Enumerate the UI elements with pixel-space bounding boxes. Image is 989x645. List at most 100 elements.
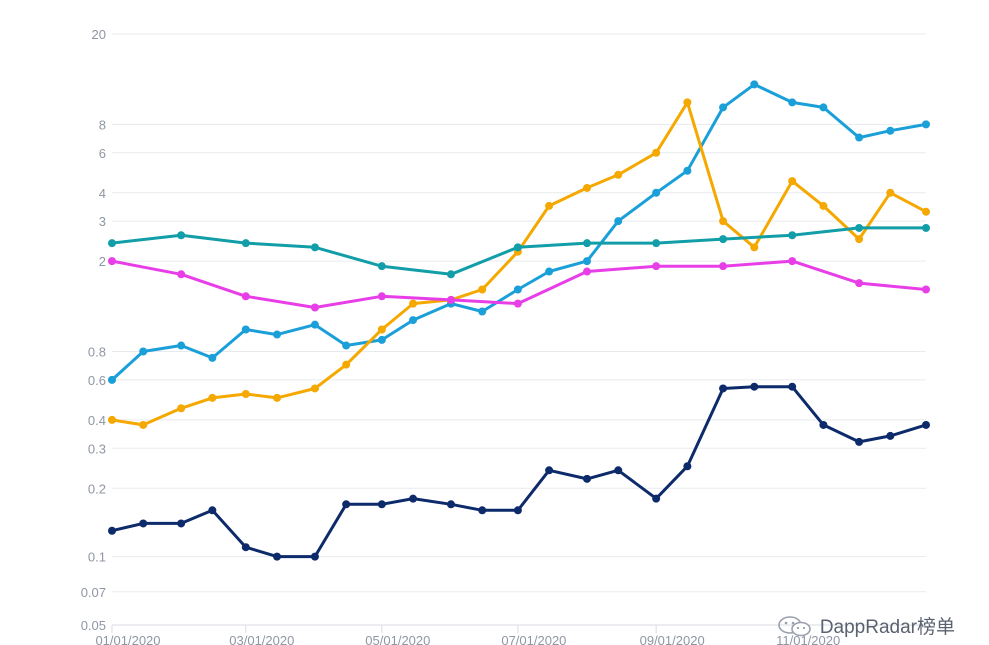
data-point <box>377 292 386 301</box>
y-tick-label: 4 <box>99 186 106 201</box>
data-point <box>788 231 797 240</box>
data-point <box>177 341 186 350</box>
watermark: DappRadar榜单 <box>776 612 955 639</box>
y-axis: 0.05 0.07 0.1 0.2 0.3 0.4 0.6 0.8 2 3 4 6 8 20 <box>81 27 106 633</box>
data-point <box>788 177 797 186</box>
data-point <box>177 519 186 528</box>
data-point <box>855 223 864 232</box>
data-point <box>750 243 759 252</box>
data-point <box>922 207 930 216</box>
data-point <box>922 223 930 232</box>
wechat-icon <box>778 615 811 636</box>
data-point <box>788 382 797 391</box>
data-point <box>545 201 554 210</box>
y-tick-label: 0.2 <box>88 481 106 496</box>
watermark-text: DappRadar榜单 <box>819 617 955 638</box>
grid-lines <box>112 33 926 626</box>
data-point <box>719 217 728 226</box>
data-point <box>478 285 487 294</box>
data-point <box>614 170 623 179</box>
data-point <box>478 506 487 515</box>
data-point <box>583 267 592 276</box>
data-point <box>886 431 895 440</box>
data-point <box>310 384 319 393</box>
data-point <box>139 347 148 356</box>
data-point <box>273 330 282 339</box>
data-point <box>652 494 661 503</box>
x-axis: 01/01/2020 03/01/2020 05/01/2020 07/01/2020… <box>95 624 926 645</box>
data-point <box>446 295 455 304</box>
y-tick-label: 6 <box>99 146 106 161</box>
x-tick-label: 03/01/2020 <box>229 633 294 645</box>
data-point <box>342 341 351 350</box>
data-point <box>273 552 282 561</box>
y-tick-label: 8 <box>99 117 106 132</box>
x-tick-label: 01/01/2020 <box>95 633 160 645</box>
y-tick-label: 0.4 <box>88 413 106 428</box>
y-tick-label: 3 <box>99 214 106 229</box>
y-tick-label: 0.07 <box>81 585 106 600</box>
data-point <box>652 188 661 197</box>
data-point <box>310 320 319 329</box>
data-point <box>310 243 319 252</box>
y-tick-label: 0.8 <box>88 345 106 360</box>
data-point <box>788 98 797 107</box>
data-point <box>583 474 592 483</box>
data-point <box>108 375 116 384</box>
data-point <box>478 307 487 316</box>
data-point <box>652 239 661 248</box>
data-point <box>819 420 828 429</box>
data-point <box>719 262 728 271</box>
data-point <box>652 148 661 157</box>
series-1 <box>108 80 930 384</box>
data-point <box>208 393 217 402</box>
data-point <box>177 231 186 240</box>
data-point <box>614 217 623 226</box>
data-point <box>719 235 728 244</box>
series-5 <box>108 382 930 561</box>
data-point <box>922 285 930 294</box>
data-point <box>652 262 661 271</box>
data-point <box>819 201 828 210</box>
data-point <box>377 335 386 344</box>
data-point <box>208 506 217 515</box>
data-point <box>513 243 522 252</box>
data-point <box>377 500 386 509</box>
data-point <box>310 552 319 561</box>
data-point <box>886 126 895 135</box>
series-layer <box>108 80 930 561</box>
series-2 <box>108 98 930 429</box>
x-tick-label: 07/01/2020 <box>501 633 566 645</box>
y-tick-label: 0.3 <box>88 441 106 456</box>
data-point <box>855 133 864 142</box>
data-point <box>409 494 418 503</box>
series-4 <box>108 257 930 312</box>
data-point <box>886 188 895 197</box>
data-point <box>513 299 522 308</box>
data-point <box>614 466 623 475</box>
y-tick-label: 0.1 <box>88 550 106 565</box>
data-point <box>177 270 186 279</box>
data-point <box>855 279 864 288</box>
data-point <box>108 526 116 535</box>
y-tick-label: 20 <box>92 27 106 42</box>
data-point <box>241 239 250 248</box>
data-point <box>922 120 930 129</box>
data-point <box>583 183 592 192</box>
data-point <box>683 166 692 175</box>
data-point <box>108 415 116 424</box>
data-point <box>855 235 864 244</box>
data-point <box>139 420 148 429</box>
data-point <box>241 292 250 301</box>
data-point <box>108 239 116 248</box>
x-tick-label: 05/01/2020 <box>365 633 430 645</box>
data-point <box>545 466 554 475</box>
data-point <box>241 390 250 399</box>
data-point <box>583 239 592 248</box>
data-point <box>719 384 728 393</box>
data-point <box>409 316 418 325</box>
data-point <box>177 404 186 413</box>
data-point <box>377 262 386 271</box>
data-point <box>273 393 282 402</box>
